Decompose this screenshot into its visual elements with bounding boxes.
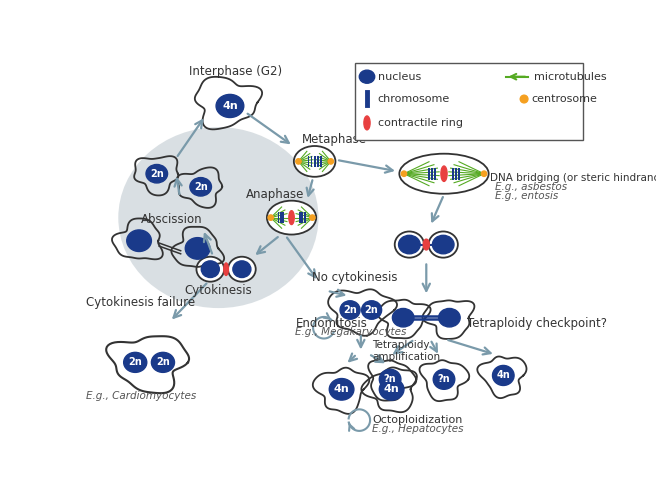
Ellipse shape	[340, 301, 360, 319]
Ellipse shape	[233, 261, 251, 277]
Ellipse shape	[310, 215, 315, 220]
Text: E.g., entosis: E.g., entosis	[495, 191, 558, 201]
Text: 2n: 2n	[129, 358, 142, 368]
Ellipse shape	[395, 232, 424, 257]
Ellipse shape	[216, 95, 244, 118]
Text: E.g., asbestos: E.g., asbestos	[495, 182, 567, 192]
Ellipse shape	[118, 127, 319, 308]
Text: 4n: 4n	[384, 384, 400, 394]
Ellipse shape	[328, 159, 333, 164]
Text: Metaphase: Metaphase	[301, 133, 367, 146]
Text: ?n: ?n	[384, 374, 396, 384]
Text: Interphase (G2): Interphase (G2)	[189, 65, 282, 78]
Ellipse shape	[294, 146, 335, 177]
Ellipse shape	[379, 378, 404, 400]
Bar	[308, 156, 310, 167]
Bar	[311, 156, 312, 167]
Ellipse shape	[493, 366, 514, 385]
Text: Cytokinesis: Cytokinesis	[184, 284, 253, 297]
Text: E.g., Hepatocytes: E.g., Hepatocytes	[373, 424, 464, 434]
Text: Tetraploidy
amplification: Tetraploidy amplification	[373, 340, 441, 362]
Ellipse shape	[441, 166, 447, 181]
Bar	[280, 212, 281, 223]
Bar	[320, 156, 321, 167]
Bar	[431, 167, 432, 180]
Ellipse shape	[364, 116, 370, 130]
Ellipse shape	[268, 215, 274, 220]
Text: 4n: 4n	[334, 384, 350, 394]
Text: microtubules: microtubules	[534, 72, 607, 82]
Ellipse shape	[296, 159, 301, 164]
Ellipse shape	[196, 257, 224, 282]
Text: Octoploidization: Octoploidization	[373, 415, 462, 425]
Text: 2n: 2n	[194, 182, 207, 192]
Text: contractile ring: contractile ring	[378, 118, 462, 128]
Ellipse shape	[423, 239, 430, 250]
Ellipse shape	[399, 236, 420, 254]
Bar	[301, 212, 303, 223]
Text: DNA bridging (or steric hindrance): DNA bridging (or steric hindrance)	[490, 173, 656, 183]
Text: 2n: 2n	[343, 305, 357, 315]
Text: chromosome: chromosome	[378, 94, 450, 104]
Bar	[277, 212, 279, 223]
Text: 2n: 2n	[365, 305, 379, 315]
Text: Tetraploidy checkpoint?: Tetraploidy checkpoint?	[467, 317, 607, 330]
Text: E.g., Megakaryocytes: E.g., Megakaryocytes	[295, 327, 406, 337]
Bar	[314, 156, 316, 167]
Ellipse shape	[432, 236, 454, 254]
Bar	[299, 212, 301, 223]
Text: Cytokinesis failure: Cytokinesis failure	[86, 296, 195, 309]
Text: No cytokinesis: No cytokinesis	[312, 271, 398, 284]
Text: 4n: 4n	[497, 371, 510, 380]
Ellipse shape	[152, 353, 174, 373]
Text: E.g., Cardiomyocytes: E.g., Cardiomyocytes	[87, 391, 197, 401]
Ellipse shape	[228, 257, 256, 282]
Bar	[355, 63, 583, 140]
Ellipse shape	[392, 308, 414, 327]
Bar	[455, 167, 457, 180]
Ellipse shape	[379, 370, 401, 389]
Text: 2n: 2n	[156, 358, 170, 368]
Ellipse shape	[267, 201, 316, 235]
Ellipse shape	[124, 353, 147, 373]
Bar	[453, 167, 454, 180]
Text: Anaphase: Anaphase	[245, 188, 304, 201]
Ellipse shape	[428, 232, 458, 257]
Bar	[459, 167, 461, 180]
Text: 4n: 4n	[222, 101, 238, 111]
Ellipse shape	[185, 238, 210, 259]
Bar	[428, 167, 430, 180]
Ellipse shape	[433, 370, 455, 389]
Ellipse shape	[190, 178, 211, 196]
Text: nucleus: nucleus	[378, 72, 421, 82]
Ellipse shape	[359, 70, 375, 83]
Ellipse shape	[520, 95, 528, 103]
Ellipse shape	[401, 171, 407, 176]
Text: 2n: 2n	[150, 169, 163, 179]
Bar	[434, 167, 436, 180]
Ellipse shape	[146, 164, 167, 183]
Ellipse shape	[400, 154, 489, 194]
Ellipse shape	[127, 230, 152, 251]
Text: Abscission: Abscission	[142, 214, 203, 227]
Text: Endomitosis: Endomitosis	[296, 317, 368, 330]
Ellipse shape	[201, 261, 219, 277]
Bar	[282, 212, 284, 223]
Bar	[317, 156, 319, 167]
Ellipse shape	[224, 263, 228, 275]
Ellipse shape	[329, 378, 354, 400]
Text: centrosome: centrosome	[532, 94, 598, 104]
Ellipse shape	[482, 171, 487, 176]
Ellipse shape	[289, 211, 295, 225]
Text: ?n: ?n	[438, 374, 450, 384]
Ellipse shape	[439, 308, 460, 327]
Ellipse shape	[361, 301, 382, 319]
Bar	[304, 212, 306, 223]
